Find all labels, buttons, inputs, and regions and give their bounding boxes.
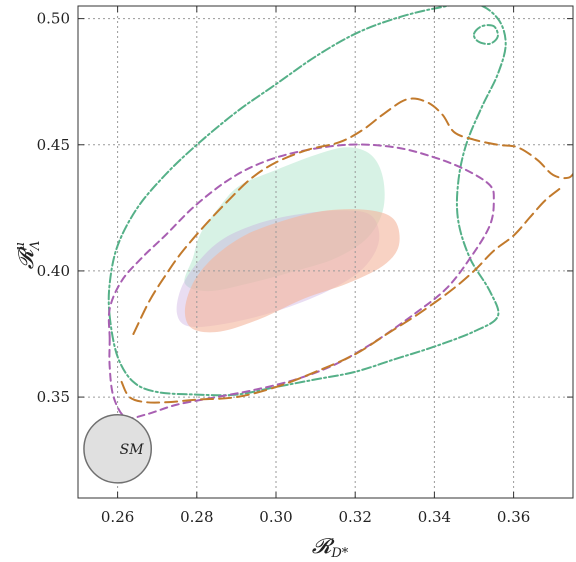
- y-tick-label-3: 0.50: [37, 10, 70, 28]
- region-orange: [184, 209, 400, 333]
- contour-green-dotdash: [107, 6, 507, 397]
- sm-ellipse: [83, 413, 153, 484]
- contour-orange-longdash-top: [132, 97, 573, 335]
- y-tick-label-1: 0.40: [37, 262, 70, 280]
- y-tick-label-2: 0.45: [37, 136, 70, 154]
- svg-text:𝓡μΛ: 𝓡μΛ: [13, 241, 43, 269]
- contour-purple-dashed: [107, 143, 495, 420]
- sm-label: SM: [120, 442, 145, 458]
- x-tick-label-4: 0.34: [418, 508, 451, 526]
- plot-frame: [77, 5, 574, 499]
- x-tick-label-0: 0.26: [101, 508, 134, 526]
- contour-orange-longdash-bottom: [120, 186, 563, 404]
- x-tick-label-3: 0.32: [338, 508, 371, 526]
- x-tick-label-1: 0.28: [180, 508, 213, 526]
- x-tick-label-2: 0.30: [259, 508, 292, 526]
- y-axis-label: 𝓡μΛ: [13, 241, 43, 269]
- contour-green-dotdash-blob: [472, 24, 499, 46]
- contour-lines: [107, 6, 573, 420]
- y-axis-ticks: 0.35 0.40 0.45 0.50: [37, 10, 573, 406]
- x-axis-label: 𝓡D*: [312, 534, 349, 561]
- sm-ellipse-group: SM: [83, 413, 153, 484]
- y-tick-label-0: 0.35: [37, 388, 70, 406]
- x-axis-ticks: 0.26 0.28 0.30 0.32 0.34 0.36: [101, 6, 530, 526]
- x-tick-label-5: 0.36: [497, 508, 530, 526]
- confidence-regions: [176, 147, 400, 333]
